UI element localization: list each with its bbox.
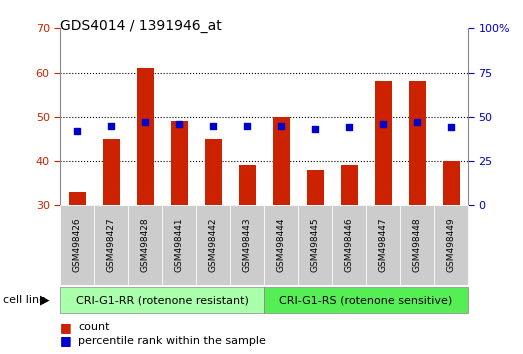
Bar <box>238 165 256 205</box>
Bar <box>272 117 290 205</box>
Text: GDS4014 / 1391946_at: GDS4014 / 1391946_at <box>60 19 222 34</box>
Point <box>243 123 252 129</box>
Text: ■: ■ <box>60 334 72 347</box>
Bar <box>442 161 460 205</box>
Bar <box>408 81 426 205</box>
Text: GSM498448: GSM498448 <box>413 218 422 273</box>
Point <box>107 123 116 129</box>
Bar <box>137 68 154 205</box>
Text: GSM498441: GSM498441 <box>175 218 184 273</box>
Text: GSM498445: GSM498445 <box>311 218 320 273</box>
Point <box>73 128 82 134</box>
Point <box>447 125 456 130</box>
Text: GSM498427: GSM498427 <box>107 218 116 273</box>
Text: count: count <box>78 322 110 332</box>
Point <box>379 121 388 127</box>
Text: ■: ■ <box>60 321 72 334</box>
Point <box>345 125 354 130</box>
Point <box>311 126 320 132</box>
Text: GSM498442: GSM498442 <box>209 218 218 272</box>
Text: cell line: cell line <box>3 295 46 305</box>
Text: ▶: ▶ <box>40 293 49 307</box>
Text: GSM498446: GSM498446 <box>345 218 354 273</box>
Bar <box>204 139 222 205</box>
Text: percentile rank within the sample: percentile rank within the sample <box>78 336 266 346</box>
Point <box>141 119 150 125</box>
Text: GSM498444: GSM498444 <box>277 218 286 272</box>
Bar <box>69 192 86 205</box>
Point <box>277 123 286 129</box>
Bar <box>306 170 324 205</box>
Bar <box>340 165 358 205</box>
Text: CRI-G1-RS (rotenone sensitive): CRI-G1-RS (rotenone sensitive) <box>279 295 453 305</box>
Text: GSM498443: GSM498443 <box>243 218 252 273</box>
Point <box>175 121 184 127</box>
Bar <box>103 139 120 205</box>
Text: CRI-G1-RR (rotenone resistant): CRI-G1-RR (rotenone resistant) <box>76 295 248 305</box>
Point <box>413 119 422 125</box>
Text: GSM498449: GSM498449 <box>447 218 456 273</box>
Text: GSM498426: GSM498426 <box>73 218 82 273</box>
Text: GSM498428: GSM498428 <box>141 218 150 273</box>
Point <box>209 123 218 129</box>
Bar <box>374 81 392 205</box>
Bar <box>170 121 188 205</box>
Text: GSM498447: GSM498447 <box>379 218 388 273</box>
